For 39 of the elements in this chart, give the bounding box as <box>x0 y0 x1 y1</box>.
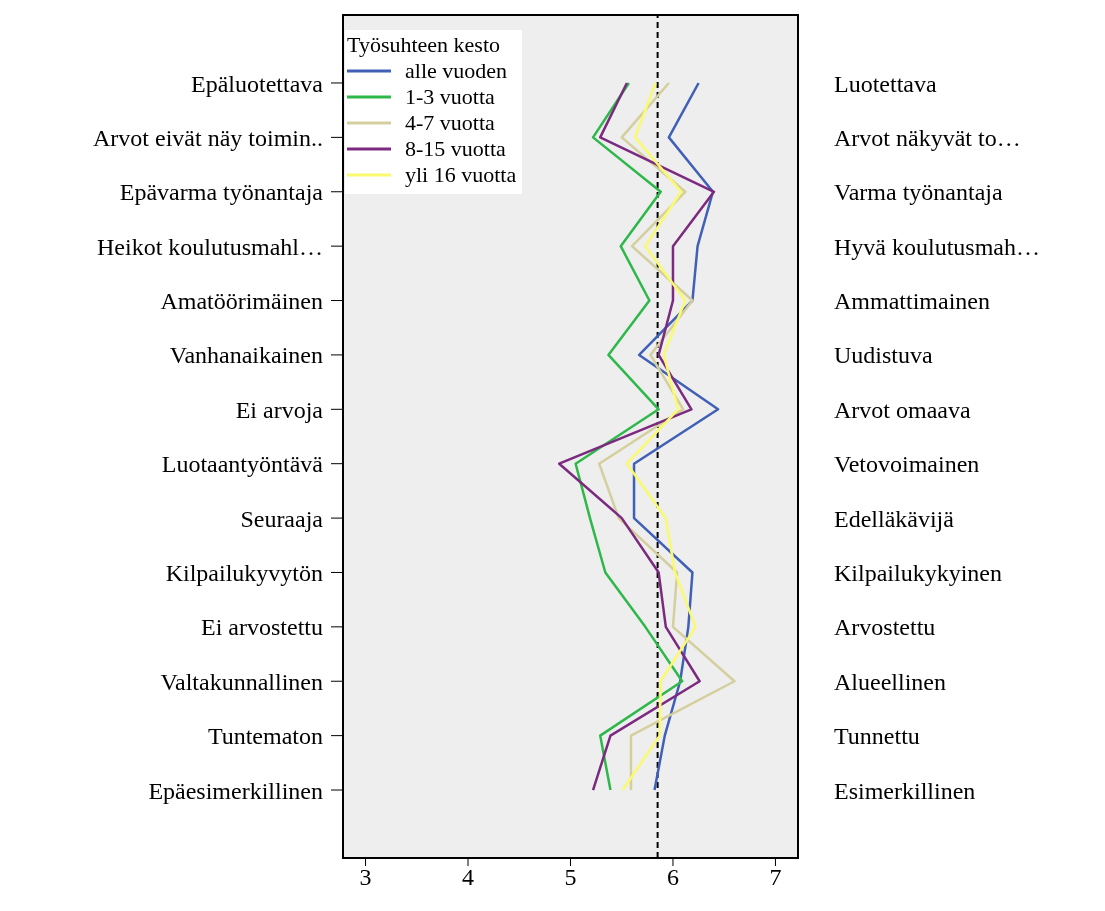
x-tick-label: 4 <box>462 864 475 891</box>
x-tick-label: 7 <box>769 864 782 891</box>
y-tick-label: Tuntematon <box>207 723 323 750</box>
y2-tick-label: Ammattimainen <box>834 288 990 315</box>
y-tick-label: Luotaantyöntävä <box>161 451 324 478</box>
x-tick-label: 6 <box>666 864 679 891</box>
y-tick-label: Heikot koulutusmahl… <box>97 233 323 260</box>
y2-tick-label: Arvostettu <box>834 614 936 641</box>
y2-tick-label: Hyvä koulutusmah… <box>834 233 1040 260</box>
y2-tick-label: Uudistuva <box>834 342 934 369</box>
y2-tick-label: Esimerkillinen <box>834 777 976 804</box>
legend-title: Työsuhteen kesto <box>347 32 502 58</box>
y-tick-label: Valtakunnallinen <box>160 668 323 695</box>
y-tick-label: Epäesimerkillinen <box>148 777 323 804</box>
y-tick-label: Epäluotettava <box>191 70 324 97</box>
y-tick-label: Arvot eivät näy toimin.. <box>93 124 323 151</box>
y-tick-label: Amatöörimäinen <box>160 288 323 315</box>
y-tick-label: Ei arvostettu <box>201 614 323 641</box>
x-tick-label: 5 <box>564 864 577 891</box>
x-tick-label: 3 <box>359 864 372 891</box>
y2-tick-label: Varma työnantaja <box>834 179 1003 206</box>
legend-label: 8-15 vuotta <box>405 136 506 162</box>
y-tick-label: Epävarma työnantaja <box>119 179 324 206</box>
y2-tick-label: Arvot näkyvät to… <box>834 124 1021 151</box>
y2-tick-label: Tunnettu <box>834 723 920 750</box>
y-tick-label: Ei arvoja <box>235 396 324 423</box>
y2-tick-label: Arvot omaava <box>834 396 971 423</box>
y2-tick-label: Kilpailukykyinen <box>834 559 1002 586</box>
y2-tick-label: Edelläkävijä <box>834 505 955 532</box>
y-tick-label: Vanhanaikainen <box>169 342 323 369</box>
legend-label: 4-7 vuotta <box>405 110 495 136</box>
y2-tick-label: Alueellinen <box>834 668 946 695</box>
legend-label: 1-3 vuotta <box>405 84 495 110</box>
y-tick-label: Kilpailukyvytön <box>165 559 323 586</box>
y2-tick-label: Luotettava <box>834 70 937 97</box>
y2-tick-label: Vetovoimainen <box>834 451 980 478</box>
y-tick-label: Seuraaja <box>240 505 324 532</box>
legend-label: yli 16 vuotta <box>405 162 517 188</box>
legend-label: alle vuoden <box>405 58 508 84</box>
